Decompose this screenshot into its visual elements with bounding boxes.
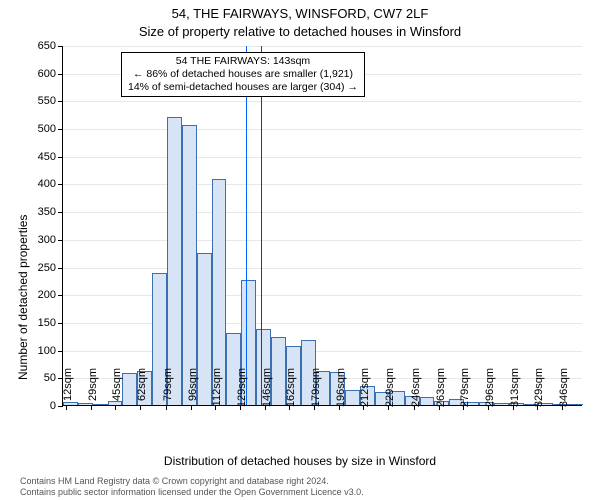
ytick-label: 550 xyxy=(20,95,56,107)
gridline xyxy=(63,46,582,47)
ytick-mark xyxy=(58,46,63,47)
xtick-label: 179sqm xyxy=(310,368,322,414)
x-axis-label: Distribution of detached houses by size … xyxy=(0,454,600,468)
ytick-mark xyxy=(58,351,63,352)
gridline xyxy=(63,129,582,130)
annotation-line: ← 86% of detached houses are smaller (1,… xyxy=(128,68,358,81)
ytick-label: 50 xyxy=(20,372,56,384)
gridline xyxy=(63,295,582,296)
reference-line xyxy=(261,46,262,405)
footnote: Contains HM Land Registry data © Crown c… xyxy=(20,476,590,499)
xtick-label: 162sqm xyxy=(285,368,297,414)
gridline xyxy=(63,351,582,352)
ytick-label: 350 xyxy=(20,206,56,218)
ytick-label: 600 xyxy=(20,68,56,80)
ytick-label: 0 xyxy=(20,400,56,412)
ytick-mark xyxy=(58,129,63,130)
xtick-label: 313sqm xyxy=(509,368,521,414)
ytick-label: 450 xyxy=(20,151,56,163)
ytick-label: 400 xyxy=(20,178,56,190)
chart-subtitle: Size of property relative to detached ho… xyxy=(0,24,600,39)
gridline xyxy=(63,240,582,241)
gridline xyxy=(63,157,582,158)
xtick-label: 112sqm xyxy=(211,368,223,414)
ytick-label: 650 xyxy=(20,40,56,52)
xtick-label: 79sqm xyxy=(162,368,174,414)
xtick-label: 229sqm xyxy=(384,368,396,414)
ytick-label: 250 xyxy=(20,262,56,274)
ytick-mark xyxy=(58,268,63,269)
reference-line xyxy=(246,46,247,405)
xtick-label: 329sqm xyxy=(533,368,545,414)
ytick-mark xyxy=(58,240,63,241)
histogram-bar xyxy=(182,125,197,405)
histogram-bar xyxy=(167,117,182,405)
xtick-label: 62sqm xyxy=(136,368,148,414)
xtick-label: 296sqm xyxy=(484,368,496,414)
xtick-label: 246sqm xyxy=(410,368,422,414)
histogram-bar xyxy=(345,390,360,406)
ytick-mark xyxy=(58,157,63,158)
annotation-box: 54 THE FAIRWAYS: 143sqm← 86% of detached… xyxy=(121,52,365,97)
xtick-label: 45sqm xyxy=(111,368,123,414)
footnote-line2: Contains public sector information licen… xyxy=(20,487,364,497)
gridline xyxy=(63,212,582,213)
xtick-label: 96sqm xyxy=(187,368,199,414)
xtick-label: 346sqm xyxy=(558,368,570,414)
gridline xyxy=(63,101,582,102)
histogram-bar xyxy=(271,337,286,405)
histogram-bar xyxy=(568,404,583,405)
ytick-mark xyxy=(58,295,63,296)
plot-area: 54 THE FAIRWAYS: 143sqm← 86% of detached… xyxy=(62,46,582,406)
gridline xyxy=(63,323,582,324)
ytick-mark xyxy=(58,74,63,75)
ytick-label: 100 xyxy=(20,345,56,357)
gridline xyxy=(63,268,582,269)
ytick-mark xyxy=(58,212,63,213)
ytick-mark xyxy=(58,184,63,185)
xtick-label: 12sqm xyxy=(62,368,74,414)
ytick-label: 300 xyxy=(20,234,56,246)
xtick-label: 129sqm xyxy=(236,368,248,414)
xtick-label: 196sqm xyxy=(335,368,347,414)
annotation-line: 54 THE FAIRWAYS: 143sqm xyxy=(128,55,358,68)
ytick-label: 500 xyxy=(20,123,56,135)
ytick-mark xyxy=(58,101,63,102)
xtick-label: 29sqm xyxy=(87,368,99,414)
gridline xyxy=(63,184,582,185)
ytick-label: 200 xyxy=(20,289,56,301)
xtick-label: 212sqm xyxy=(359,368,371,414)
xtick-label: 279sqm xyxy=(459,368,471,414)
xtick-label: 263sqm xyxy=(435,368,447,414)
ytick-mark xyxy=(58,323,63,324)
footnote-line1: Contains HM Land Registry data © Crown c… xyxy=(20,476,329,486)
ytick-label: 150 xyxy=(20,317,56,329)
histogram-bar xyxy=(494,403,509,405)
xtick-label: 146sqm xyxy=(261,368,273,414)
annotation-line: 14% of semi-detached houses are larger (… xyxy=(128,81,358,94)
chart-title-address: 54, THE FAIRWAYS, WINSFORD, CW7 2LF xyxy=(0,6,600,21)
